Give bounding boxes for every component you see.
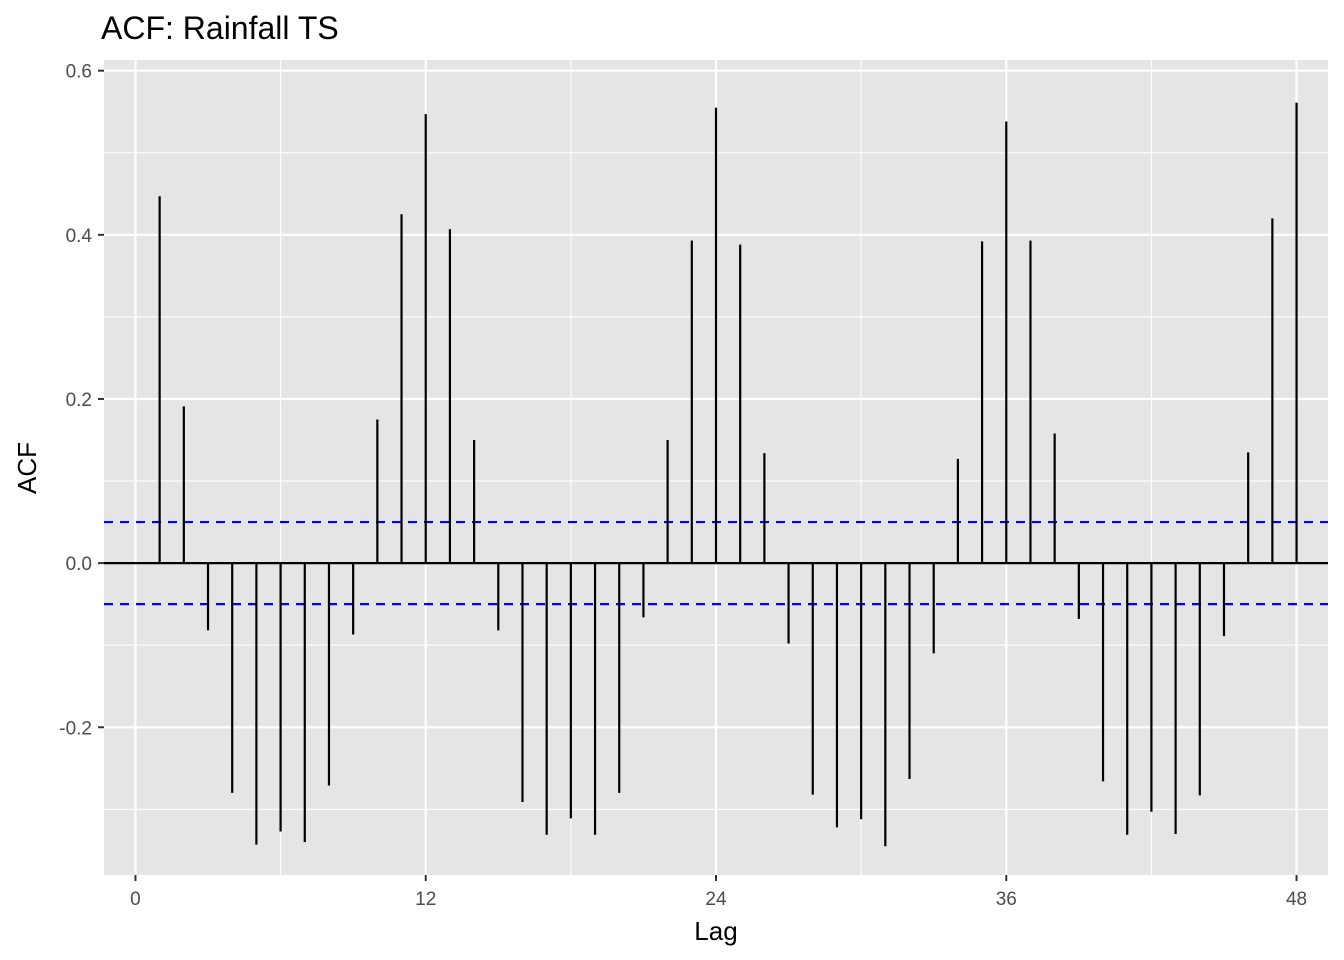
x-tick-label: 0	[130, 889, 141, 910]
x-tick-label: 24	[705, 889, 727, 910]
y-axis-ticks: -0.2 0.0 0.2 0.4 0.6	[59, 62, 104, 739]
x-axis-label: Lag	[694, 916, 737, 946]
y-tick-label: 0.2	[66, 390, 92, 411]
y-tick-label: 0.4	[66, 226, 93, 247]
y-tick-label: 0.0	[66, 554, 92, 575]
acf-bars	[158, 102, 1298, 847]
y-tick-label: 0.6	[66, 62, 92, 83]
y-tick-label: -0.2	[59, 718, 92, 739]
x-axis-ticks: 0 12 24 36 48	[130, 875, 1307, 910]
x-tick-label: 36	[996, 889, 1017, 910]
x-tick-label: 48	[1286, 889, 1307, 910]
chart-title: ACF: Rainfall TS	[101, 10, 339, 46]
x-tick-label: 12	[415, 889, 436, 910]
y-axis-label: ACF	[12, 442, 42, 494]
